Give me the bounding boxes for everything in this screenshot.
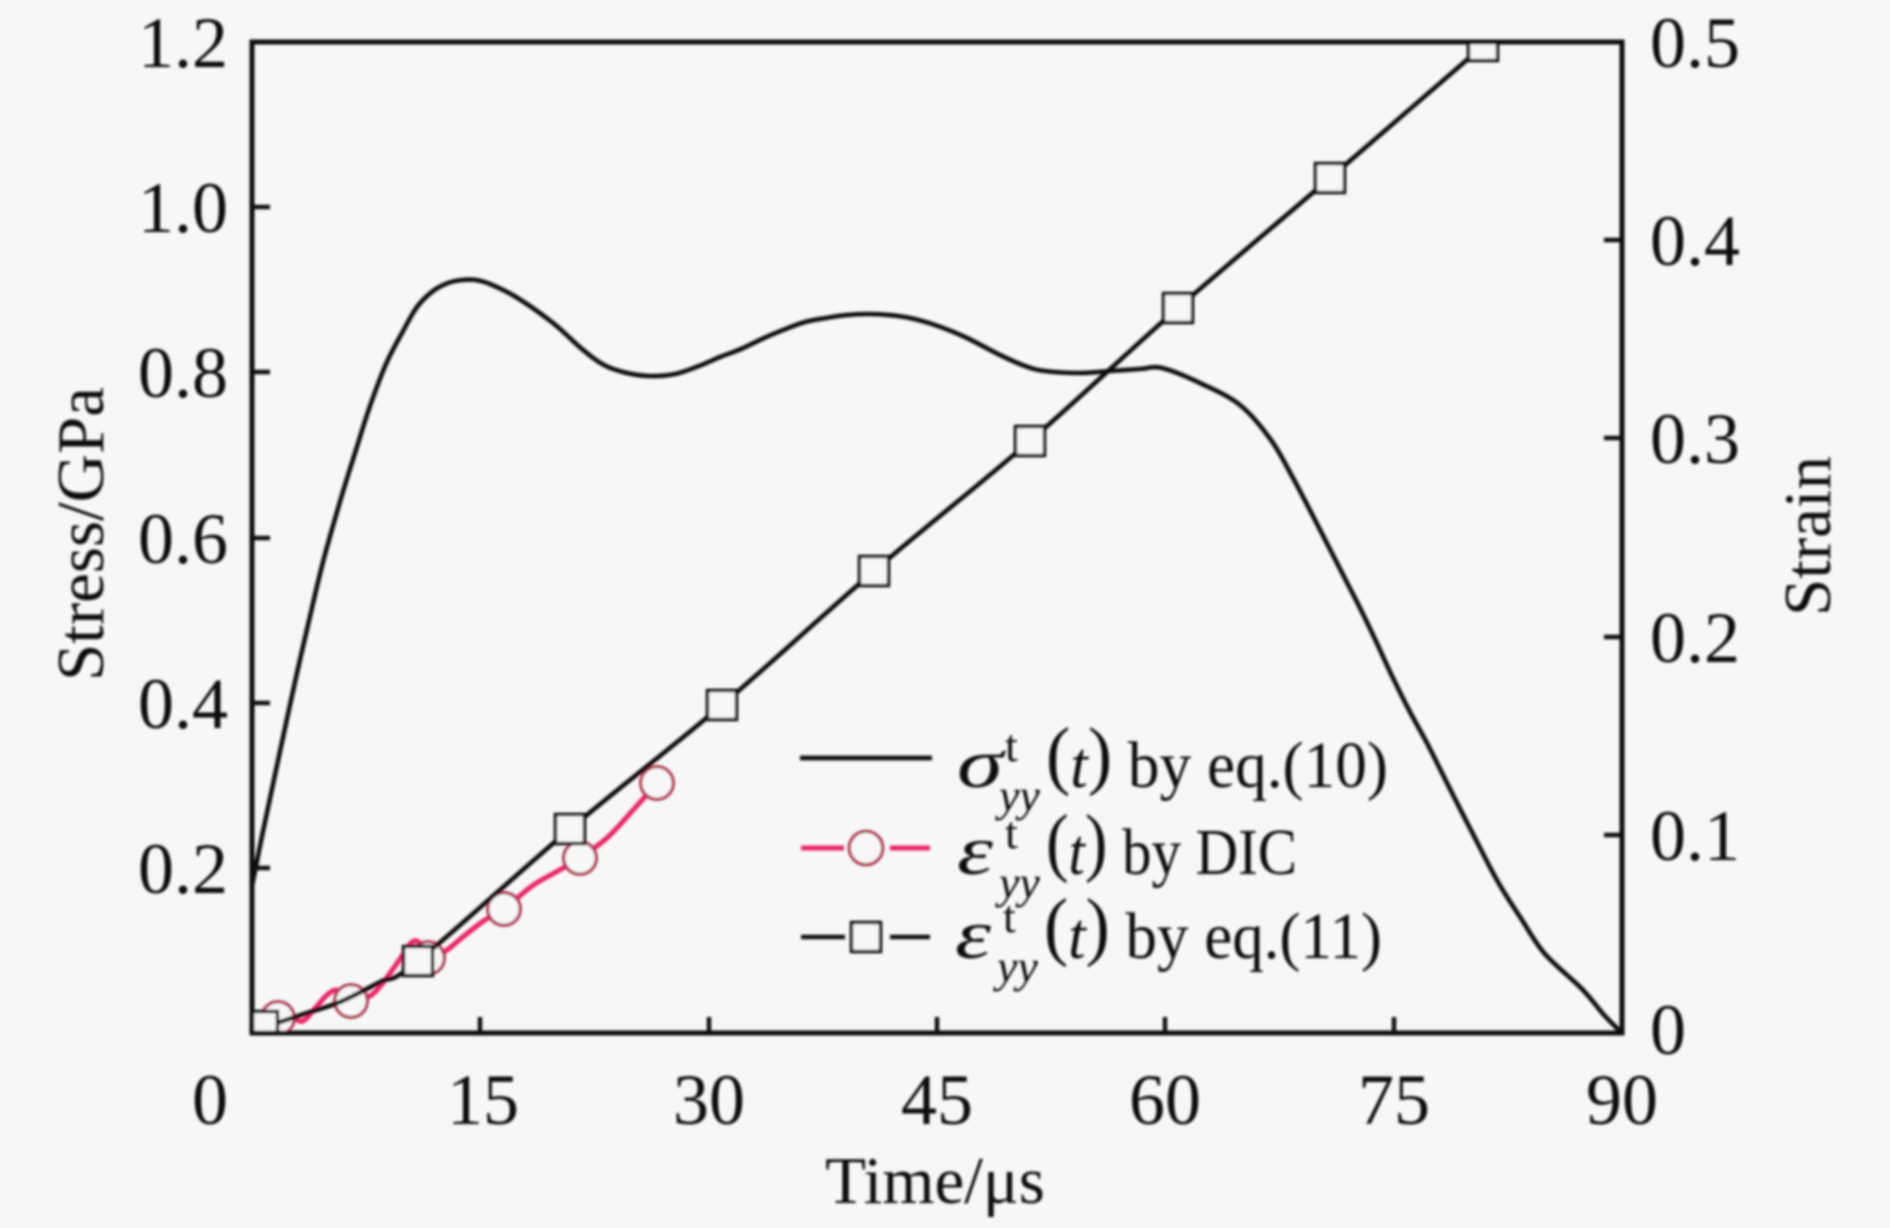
svg-text:60: 60 <box>1129 1060 1201 1140</box>
svg-text:t: t <box>1005 720 1018 771</box>
svg-text:0: 0 <box>192 1060 228 1140</box>
svg-text:0.4: 0.4 <box>1650 201 1740 281</box>
svg-text:0.6: 0.6 <box>138 499 228 579</box>
svg-text:yy: yy <box>993 941 1038 992</box>
svg-text:(t) by eq.(11): (t) by eq.(11) <box>1044 884 1382 973</box>
svg-text:Strain: Strain <box>1771 456 1845 616</box>
svg-text:0.2: 0.2 <box>1650 598 1740 678</box>
svg-text:0.5: 0.5 <box>1650 3 1740 83</box>
svg-text:0: 0 <box>1650 990 1686 1070</box>
svg-text:75: 75 <box>1358 1060 1430 1140</box>
svg-text:(t) by eq.(10): (t) by eq.(10) <box>1046 713 1388 802</box>
svg-text:t: t <box>1003 891 1016 942</box>
svg-text:Stress/GPa: Stress/GPa <box>44 387 118 681</box>
svg-text:1.0: 1.0 <box>138 168 228 248</box>
svg-text:ε: ε <box>957 813 994 890</box>
svg-text:t: t <box>1005 807 1018 858</box>
svg-text:15: 15 <box>447 1060 519 1140</box>
svg-text:1.2: 1.2 <box>138 3 228 83</box>
svg-text:0.1: 0.1 <box>1650 796 1740 876</box>
svg-text:σ: σ <box>957 726 1006 803</box>
svg-text:90: 90 <box>1586 1060 1658 1140</box>
svg-text:0.3: 0.3 <box>1650 399 1740 479</box>
svg-text:yy: yy <box>995 857 1040 908</box>
svg-text:(t) by DIC: (t) by DIC <box>1046 800 1297 889</box>
svg-text:0.4: 0.4 <box>138 664 228 744</box>
svg-text:yy: yy <box>995 770 1040 821</box>
svg-text:0.8: 0.8 <box>138 333 228 413</box>
svg-text:45: 45 <box>901 1060 973 1140</box>
svg-text:ε: ε <box>955 897 992 974</box>
svg-text:30: 30 <box>673 1060 745 1140</box>
svg-text:0.2: 0.2 <box>138 829 228 909</box>
svg-text:Time/μs: Time/μs <box>825 1144 1045 1218</box>
